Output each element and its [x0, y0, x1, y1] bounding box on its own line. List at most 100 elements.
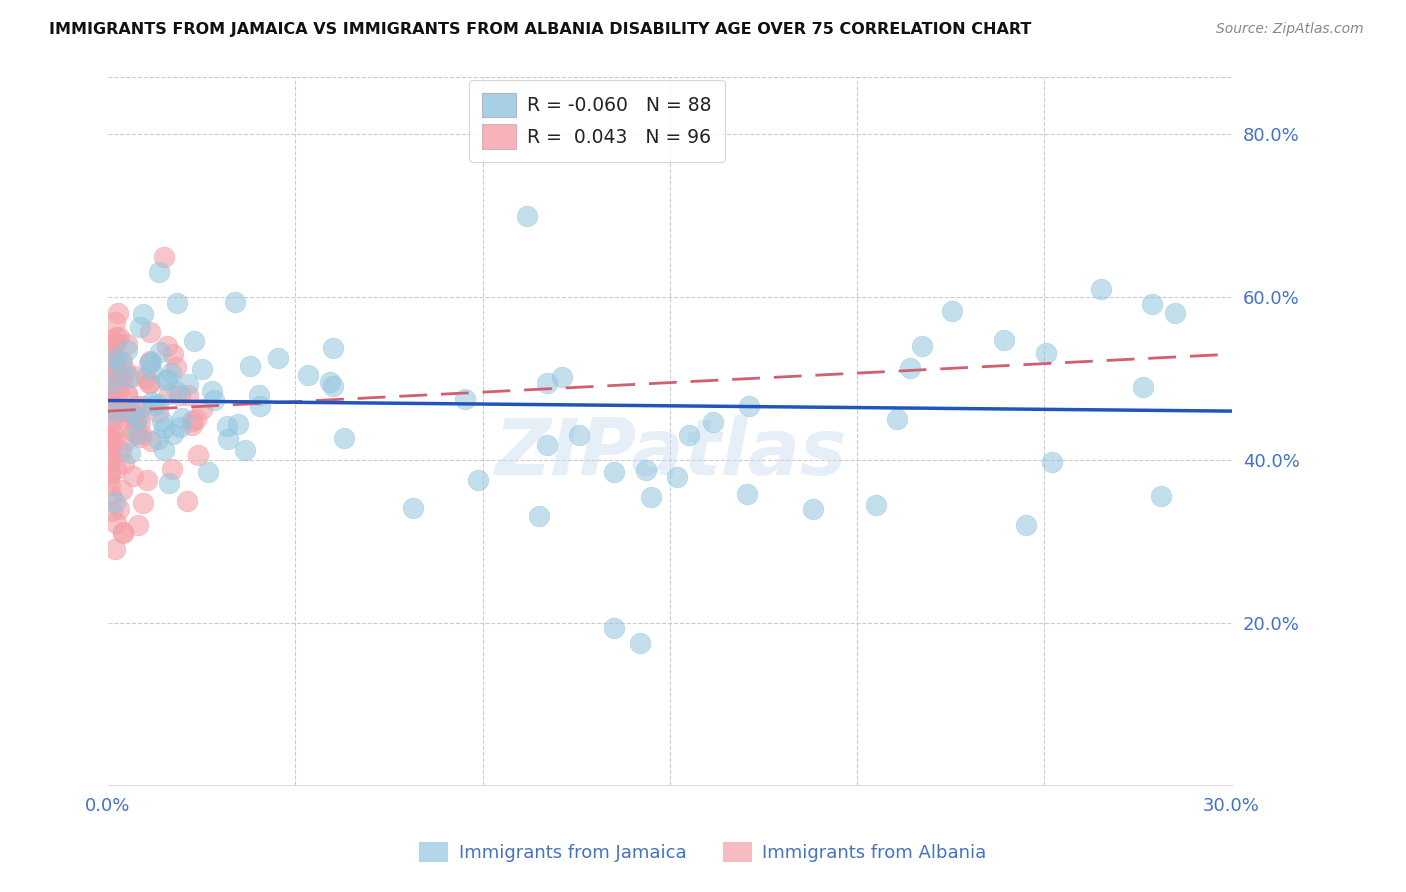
- Point: [138, 356, 160, 370]
- Point: [100, 375, 122, 389]
- Point: [322, 379, 344, 393]
- Point: [177, 388, 200, 402]
- Point: [107, 384, 129, 398]
- Point: [204, 393, 226, 408]
- Point: [157, 387, 180, 401]
- Point: [100, 333, 122, 347]
- Point: [111, 483, 134, 497]
- Point: [162, 426, 184, 441]
- Point: [103, 351, 125, 366]
- Point: [156, 372, 179, 386]
- Point: [1142, 297, 1164, 311]
- Point: [104, 516, 127, 530]
- Point: [180, 418, 202, 433]
- Point: [602, 621, 624, 635]
- Point: [127, 427, 149, 442]
- Point: [129, 430, 152, 444]
- Point: [297, 368, 319, 382]
- Legend: Immigrants from Jamaica, Immigrants from Albania: Immigrants from Jamaica, Immigrants from…: [412, 834, 994, 870]
- Point: [249, 399, 271, 413]
- Point: [865, 498, 887, 512]
- Point: [233, 442, 256, 457]
- Point: [993, 333, 1015, 347]
- Point: [226, 417, 249, 431]
- Point: [108, 330, 131, 344]
- Point: [911, 339, 934, 353]
- Point: [153, 421, 176, 435]
- Point: [120, 446, 142, 460]
- Point: [121, 405, 143, 419]
- Point: [180, 414, 202, 428]
- Point: [105, 462, 128, 476]
- Point: [139, 434, 162, 448]
- Point: [1132, 380, 1154, 394]
- Point: [1014, 518, 1036, 533]
- Point: [197, 465, 219, 479]
- Point: [735, 487, 758, 501]
- Point: [110, 356, 132, 370]
- Point: [110, 443, 132, 458]
- Point: [190, 402, 212, 417]
- Text: ZIPatlas: ZIPatlas: [494, 415, 846, 491]
- Point: [165, 359, 187, 374]
- Point: [169, 420, 191, 434]
- Point: [157, 476, 180, 491]
- Point: [98, 466, 121, 480]
- Point: [183, 334, 205, 348]
- Point: [129, 427, 152, 442]
- Point: [98, 454, 121, 468]
- Point: [121, 469, 143, 483]
- Point: [886, 412, 908, 426]
- Point: [666, 469, 689, 483]
- Point: [550, 369, 572, 384]
- Point: [200, 384, 222, 398]
- Point: [101, 370, 124, 384]
- Point: [160, 367, 183, 381]
- Point: [1150, 489, 1173, 503]
- Point: [122, 368, 145, 383]
- Point: [114, 434, 136, 449]
- Point: [127, 410, 149, 425]
- Point: [139, 376, 162, 390]
- Point: [131, 399, 153, 413]
- Point: [132, 307, 155, 321]
- Point: [247, 387, 270, 401]
- Point: [98, 388, 121, 402]
- Point: [125, 412, 148, 426]
- Point: [104, 336, 127, 351]
- Point: [104, 430, 127, 444]
- Point: [1090, 282, 1112, 296]
- Point: [110, 370, 132, 384]
- Point: [112, 525, 135, 540]
- Point: [152, 250, 174, 264]
- Point: [166, 385, 188, 400]
- Point: [136, 473, 159, 487]
- Point: [122, 425, 145, 440]
- Point: [702, 415, 724, 429]
- Point: [115, 343, 138, 357]
- Point: [115, 388, 138, 402]
- Point: [111, 526, 134, 541]
- Point: [98, 436, 121, 450]
- Point: [898, 361, 921, 376]
- Point: [104, 495, 127, 509]
- Point: [98, 416, 121, 430]
- Point: [141, 394, 163, 409]
- Point: [176, 377, 198, 392]
- Point: [454, 392, 477, 406]
- Point: [100, 387, 122, 401]
- Point: [146, 405, 169, 419]
- Point: [118, 370, 141, 384]
- Point: [1164, 306, 1187, 320]
- Point: [239, 359, 262, 373]
- Point: [98, 478, 121, 492]
- Point: [941, 303, 963, 318]
- Point: [176, 493, 198, 508]
- Point: [156, 339, 179, 353]
- Point: [146, 397, 169, 411]
- Point: [801, 502, 824, 516]
- Point: [127, 518, 149, 533]
- Point: [117, 405, 139, 419]
- Point: [115, 337, 138, 351]
- Point: [267, 351, 290, 365]
